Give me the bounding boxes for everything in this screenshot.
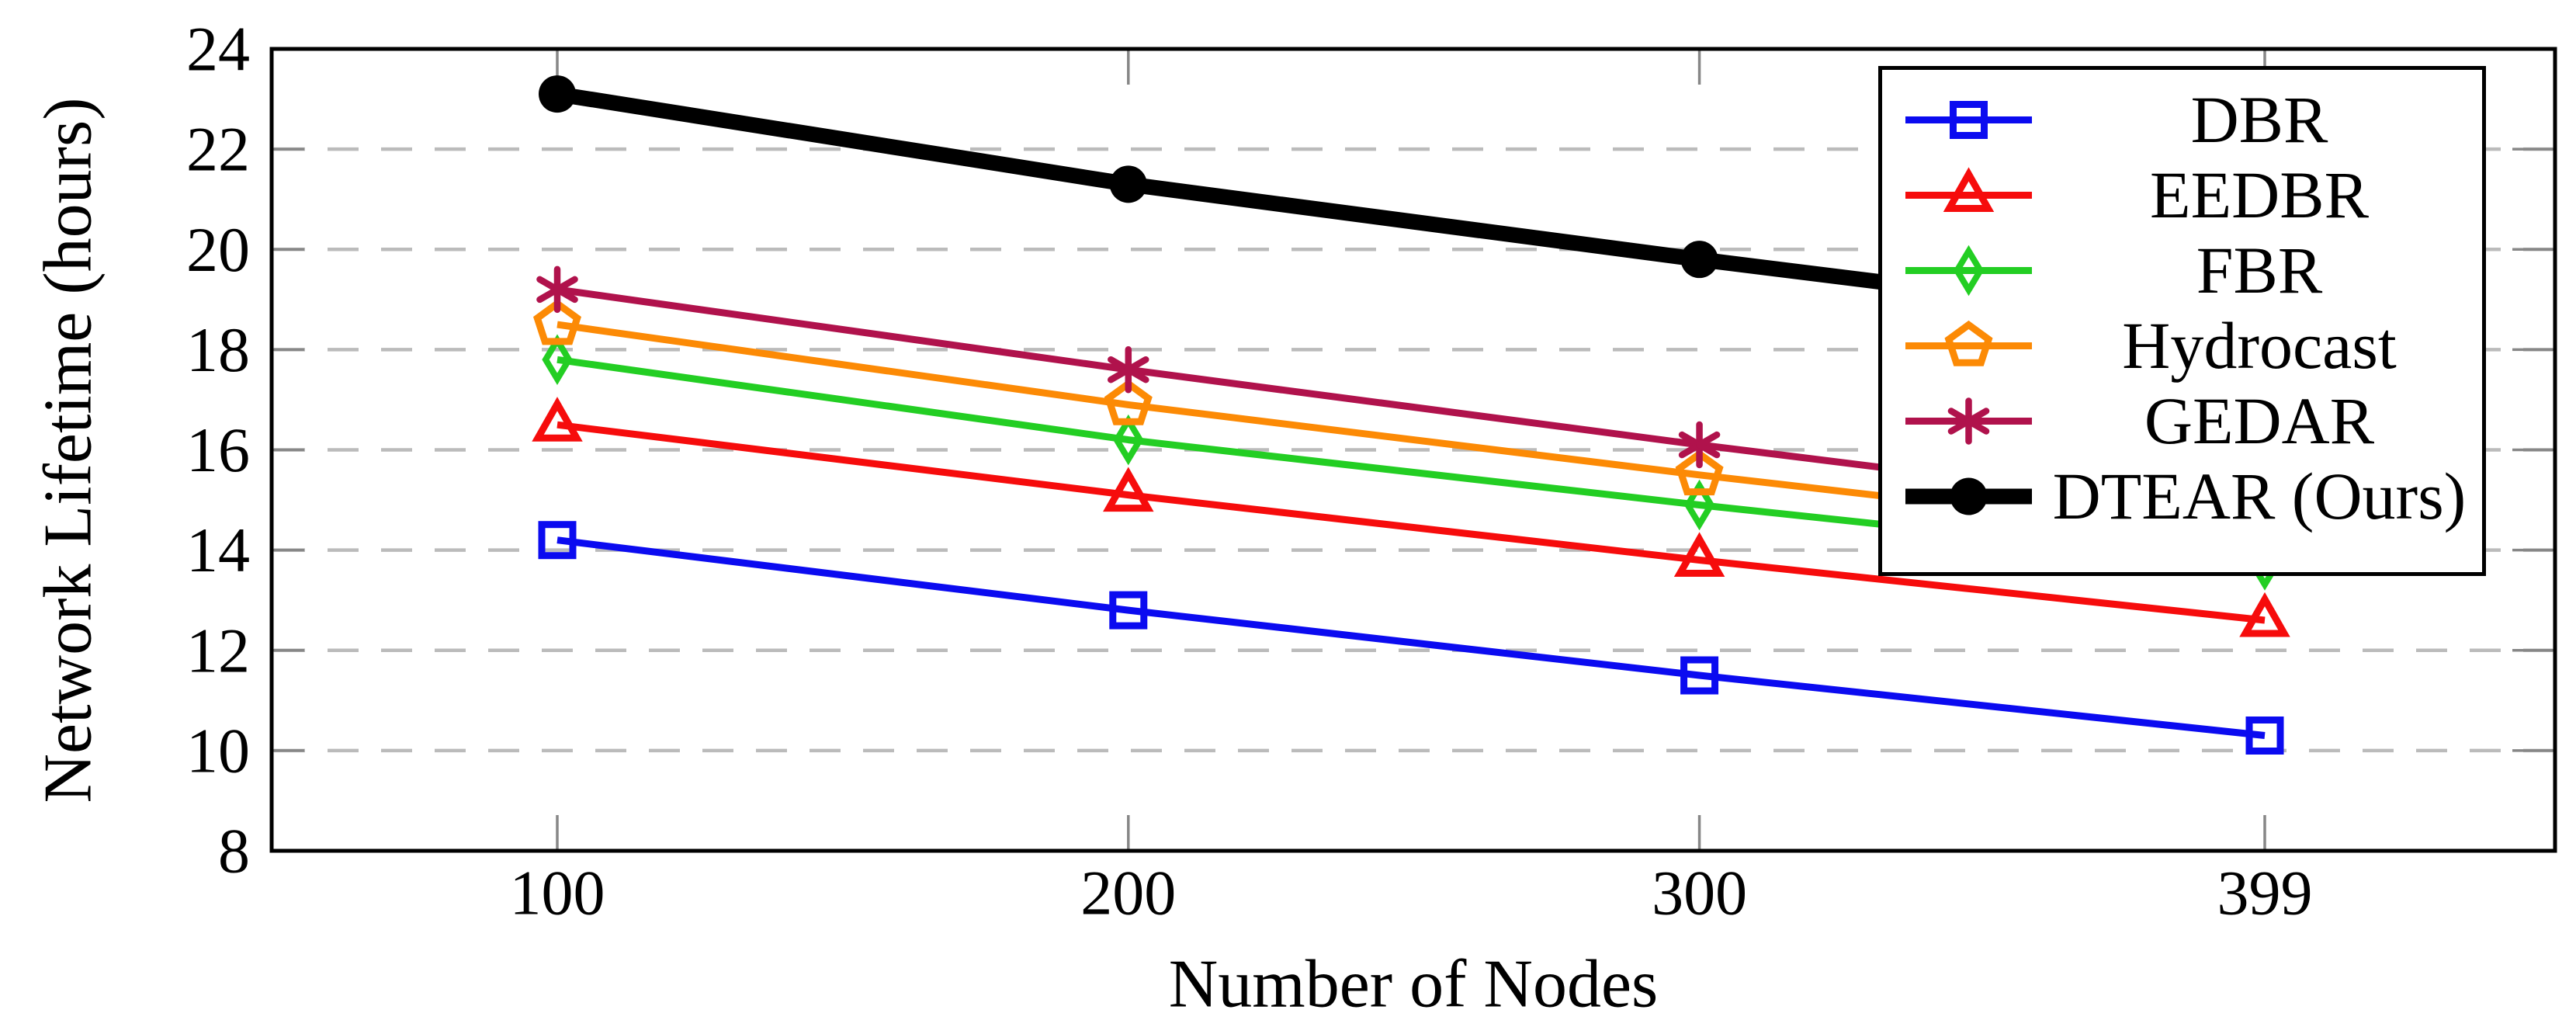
legend-label: FBR: [2196, 233, 2323, 307]
legend-sample-marker: [1943, 167, 1995, 212]
data-point-dbr-200: [1109, 591, 1148, 630]
pentagon-marker-shape: [533, 299, 581, 345]
series-line-eedbr: [556, 421, 2266, 624]
data-point-fbr-300: [1683, 479, 1715, 531]
x-tick-label: 399: [2217, 858, 2313, 928]
legend-item-hydrocast: Hydrocast: [1882, 308, 2482, 383]
square-marker-shape: [1950, 101, 1988, 139]
legend-box: DBR EEDBR FBR Hydrocast GEDAR DTEAR (Ours): [1878, 66, 2486, 576]
y-tick-label: 22: [186, 114, 250, 185]
circle-marker-shape: [1680, 241, 1718, 279]
asterisk-arm: [553, 276, 578, 293]
data-point-eedbr-100: [532, 397, 583, 442]
square-marker-shape: [1109, 591, 1148, 630]
data-point-fbr-100: [542, 334, 573, 386]
data-point-gedar-100: [536, 265, 578, 314]
open-triangle-legend-sample-icon: [1905, 167, 2032, 212]
data-point-dbr-300: [1680, 656, 1719, 695]
x-axis-title: Number of Nodes: [1168, 946, 1659, 1022]
pentagon-marker-shape: [1104, 379, 1153, 425]
y-tick-label: 14: [186, 515, 250, 585]
legend-item-dbr: DBR: [1882, 82, 2482, 158]
pentagon-marker-shape: [1675, 449, 1724, 496]
y-tick-label: 12: [186, 615, 250, 685]
diamond-marker-shape: [1953, 245, 1985, 297]
diamond-marker-shape: [1113, 414, 1144, 466]
legend-sample-marker: [1947, 397, 1990, 445]
legend-label: Hydrocast: [2122, 308, 2397, 383]
triangle-marker-shape: [1943, 167, 1995, 212]
data-point-dtear-ours--100: [539, 75, 576, 113]
x-tick-label: 100: [510, 858, 605, 928]
legend-sample-marker: [1950, 477, 1988, 515]
square-marker-shape: [1680, 656, 1719, 695]
legend-item-eedbr: EEDBR: [1882, 158, 2482, 233]
pentagon-marker-shape: [1944, 320, 1993, 366]
circle-marker-shape: [539, 75, 576, 113]
y-tick-label: 18: [186, 314, 250, 385]
y-tick-label: 24: [186, 14, 250, 85]
data-point-dbr-399: [2245, 717, 2284, 755]
asterisk-legend-sample-icon: [1905, 397, 2032, 445]
data-point-eedbr-399: [2239, 592, 2290, 637]
asterisk-arm: [1696, 431, 1721, 449]
y-tick-label: 8: [218, 816, 250, 887]
data-point-dtear-ours--200: [1109, 165, 1147, 203]
x-tick-label: 300: [1652, 858, 1747, 928]
legend-item-fbr: FBR: [1882, 233, 2482, 308]
legend-item-gedar: GEDAR: [1882, 383, 2482, 459]
y-axis-title: Network Lifetime (hours): [30, 97, 106, 803]
triangle-marker-shape: [2239, 592, 2290, 637]
open-diamond-legend-sample-icon: [1905, 245, 2032, 297]
diamond-marker-shape: [542, 334, 573, 386]
square-marker-shape: [538, 521, 577, 560]
data-point-gedar-300: [1678, 421, 1721, 469]
y-tick-label: 16: [186, 415, 250, 485]
data-point-hydrocast-100: [533, 299, 581, 345]
data-point-hydrocast-200: [1104, 379, 1153, 425]
legend-label: DTEAR (Ours): [2052, 459, 2467, 533]
open-square-legend-sample-icon: [1905, 101, 2032, 139]
filled-circle-legend-sample-icon: [1905, 477, 2032, 515]
data-point-fbr-200: [1113, 414, 1144, 466]
legend-label: GEDAR: [2144, 383, 2375, 458]
y-tick-label: 10: [186, 715, 250, 786]
legend-sample-marker: [1953, 245, 1985, 297]
y-tick-label: 20: [186, 214, 250, 285]
x-tick-label: 200: [1080, 858, 1176, 928]
axis-frame: [269, 47, 2557, 853]
triangle-marker-shape: [1673, 532, 1725, 578]
data-point-dtear-ours--300: [1680, 241, 1718, 279]
asterisk-arm: [1125, 356, 1149, 373]
legend-label: DBR: [2190, 82, 2328, 157]
legend-sample-marker: [1950, 101, 1988, 139]
data-point-gedar-200: [1108, 345, 1149, 394]
legend-sample-marker: [1944, 320, 1993, 366]
circle-marker-shape: [1950, 477, 1988, 515]
square-marker-shape: [2245, 717, 2284, 755]
triangle-marker-shape: [532, 397, 583, 442]
triangle-marker-shape: [1103, 467, 1154, 512]
data-point-hydrocast-300: [1675, 449, 1724, 496]
data-point-dbr-100: [538, 521, 577, 560]
asterisk-arm: [1965, 408, 1990, 425]
data-point-eedbr-200: [1103, 467, 1154, 512]
legend-item-dtear-ours-: DTEAR (Ours): [1882, 459, 2482, 534]
data-point-eedbr-300: [1673, 532, 1725, 578]
series-line-dbr: [556, 536, 2266, 739]
diamond-marker-shape: [1683, 479, 1715, 531]
legend-label: EEDBR: [2150, 158, 2369, 232]
circle-marker-shape: [1109, 165, 1147, 203]
open-pentagon-legend-sample-icon: [1905, 320, 2032, 366]
